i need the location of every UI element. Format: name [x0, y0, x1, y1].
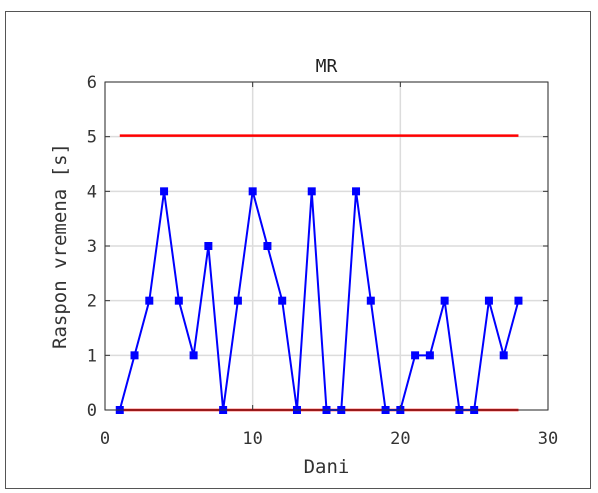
data-point	[307, 187, 316, 196]
reference-lines	[119, 134, 519, 412]
data-point	[411, 351, 420, 360]
series-line	[118, 191, 520, 411]
data-point	[366, 296, 375, 305]
data-point	[174, 296, 183, 305]
data-point	[263, 242, 272, 250]
y-axis-label: Raspon vremena [s]	[49, 143, 71, 349]
x-axis-label: Dani	[304, 456, 350, 478]
data-point	[233, 296, 242, 305]
x-tick-label: 10	[242, 429, 262, 449]
data-point	[514, 296, 523, 305]
data-point	[130, 351, 139, 360]
y-tick-label: 0	[87, 401, 97, 421]
x-tick-label: 20	[390, 429, 410, 449]
y-tick-label: 1	[87, 346, 97, 366]
data-point	[248, 187, 257, 196]
y-tick-label: 2	[87, 292, 97, 312]
x-tick-label: 0	[100, 429, 110, 449]
data-point	[499, 351, 508, 360]
data-point	[145, 296, 154, 305]
data-point	[278, 296, 287, 305]
y-tick-label: 3	[87, 237, 97, 257]
data-point	[352, 187, 361, 196]
y-tick-label: 4	[87, 182, 97, 202]
data-point	[484, 296, 493, 305]
tick-layer: 0 10 20 30 0 1 2 3 4 5 6	[87, 73, 558, 449]
data-point	[160, 187, 169, 196]
y-tick-label: 5	[87, 128, 97, 148]
data-point	[425, 351, 434, 360]
x-tick-label: 30	[538, 429, 558, 449]
chart-title: MR	[316, 56, 338, 77]
data-point	[189, 351, 198, 360]
y-tick-label: 6	[87, 73, 97, 93]
data-point	[204, 242, 213, 250]
data-point	[440, 296, 449, 305]
